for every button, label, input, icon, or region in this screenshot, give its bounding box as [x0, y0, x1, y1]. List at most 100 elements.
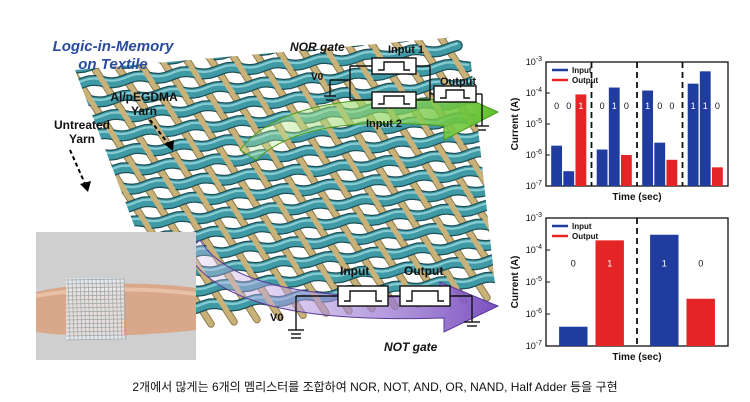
tan-yarn-crossing [268, 74, 282, 92]
mesh-thread [65, 318, 125, 321]
tan-yarn-crossing [276, 200, 290, 218]
bit-label: 0 [657, 101, 662, 111]
mesh-thread [65, 334, 125, 337]
tan-yarn-crossing [412, 259, 426, 277]
teal-yarn [104, 143, 528, 194]
tan-yarn-crossing [266, 146, 280, 165]
mesh-thread [91, 277, 95, 341]
tan-yarn-crossing [206, 242, 220, 261]
tan-yarn-crossing [220, 151, 234, 169]
tan-yarn-crossing [392, 152, 406, 171]
tan-yarn-crossing [84, 92, 98, 110]
tan-yarn-crossing [128, 160, 142, 178]
al-yarn-arrowhead [164, 140, 174, 151]
al-yarn-label-line-1: Al/pEGDMA [110, 90, 178, 104]
tan-yarn-crossing [256, 93, 270, 112]
y-tick-label: 10-5 [526, 118, 542, 129]
bar-input [699, 71, 711, 186]
bar-input [563, 171, 575, 186]
tan-yarn-crossing [404, 133, 418, 152]
tan-yarn-crossing [326, 50, 340, 69]
bar-output [595, 240, 624, 346]
tan-yarn-crossing [390, 225, 404, 243]
bar-output [620, 155, 632, 186]
al-yarn-label: Al/pEGDMA Yarn [104, 90, 184, 118]
figure-caption: 2개에서 많게는 6개의 멤리스터를 조합하여 NOR, NOT, AND, O… [132, 380, 618, 394]
mesh-thread [65, 314, 125, 317]
untreated-arrowhead [80, 181, 91, 192]
bar-output [666, 159, 678, 186]
tan-yarn-crossing [174, 155, 188, 174]
tan-yarn-crossing [184, 208, 198, 227]
tan-yarn-crossing [380, 172, 394, 190]
mesh-thread [103, 277, 107, 341]
mesh-thread [71, 277, 75, 341]
tan-yarn-crossing [234, 59, 248, 78]
tan-yarn-crossing [176, 83, 190, 101]
tan-yarn-crossing [164, 102, 178, 120]
tan-yarn-crossing [210, 98, 224, 116]
bit-label: 0 [600, 101, 605, 111]
tan-yarn-crossing [378, 244, 392, 262]
nor-circuit [324, 57, 489, 131]
untreated-label-line-2: Yarn [68, 132, 95, 146]
y-tick-label: 10-4 [526, 244, 542, 255]
tan-yarn-crossing [322, 195, 336, 214]
mesh-thread [83, 277, 87, 341]
teal-yarn-highlight [64, 76, 481, 121]
bar-input [654, 142, 666, 186]
tan-yarn-crossing [458, 254, 472, 273]
tan-yarn-crossing [186, 136, 200, 154]
mesh-thread [65, 302, 125, 305]
tan-yarn-crossing [208, 170, 222, 188]
bar-output [575, 94, 587, 186]
not-gate-label: NOT gate [384, 340, 438, 354]
tan-yarn-crossing [232, 132, 246, 150]
bit-label: 1 [607, 259, 612, 269]
bit-label: 1 [703, 101, 708, 111]
tan-yarn-crossing [254, 166, 268, 184]
bit-label: 0 [669, 101, 674, 111]
tan-yarn-crossing [150, 194, 164, 212]
y-tick-label: 10-6 [526, 149, 542, 160]
tan-yarn-crossing [320, 268, 334, 286]
tan-yarn-crossing [414, 186, 428, 205]
nor-gate-label: NOR gate [290, 40, 345, 54]
tan-yarn-crossing [118, 106, 132, 125]
mesh-thread [65, 298, 125, 301]
bar-input [650, 234, 679, 346]
bar-input [687, 83, 699, 186]
mesh-thread [95, 277, 99, 341]
tan-yarn-crossing [348, 84, 362, 103]
al-yarn-pointer [149, 119, 171, 147]
untreated-yarn-label: Untreated Yarn [42, 118, 122, 146]
teal-yarn-highlight [108, 144, 525, 189]
tan-yarn-crossing [334, 176, 348, 194]
y-axis-label: Current (A) [510, 98, 521, 151]
not-gate-chart: 10-3 10-4 10-5 10-6 10-7 Current (A) Time (sec… [510, 212, 729, 363]
tan-yarn-crossing [446, 274, 460, 292]
tan-yarn-crossing [344, 229, 358, 248]
bar-input [608, 87, 620, 186]
tan-yarn-crossing [314, 70, 328, 88]
teal-yarn-highlight [130, 178, 547, 223]
tan-yarn-crossing [300, 161, 314, 180]
tan-yarn-crossing [452, 56, 466, 75]
title-line-2: on Textile [78, 56, 148, 73]
mesh-thread [65, 330, 125, 333]
textile-on-finger-photo [36, 232, 196, 360]
tan-yarn-crossing [332, 248, 346, 267]
bit-label: 1 [662, 259, 667, 269]
not-output-label: Output [404, 264, 444, 278]
mesh-thread [75, 277, 79, 341]
tan-yarn-crossing [152, 121, 166, 140]
y-tick-label: 10-5 [526, 276, 542, 287]
tan-yarn-crossing [116, 179, 130, 197]
tan-yarn-crossing [426, 167, 440, 186]
bit-label: 0 [698, 259, 703, 269]
mesh-thread [115, 277, 119, 341]
not-input-label: Input [340, 264, 370, 278]
title-line-1: Logic-in-Memory [52, 38, 174, 55]
not-flow-arrow [185, 239, 500, 333]
teal-yarn [126, 177, 550, 228]
